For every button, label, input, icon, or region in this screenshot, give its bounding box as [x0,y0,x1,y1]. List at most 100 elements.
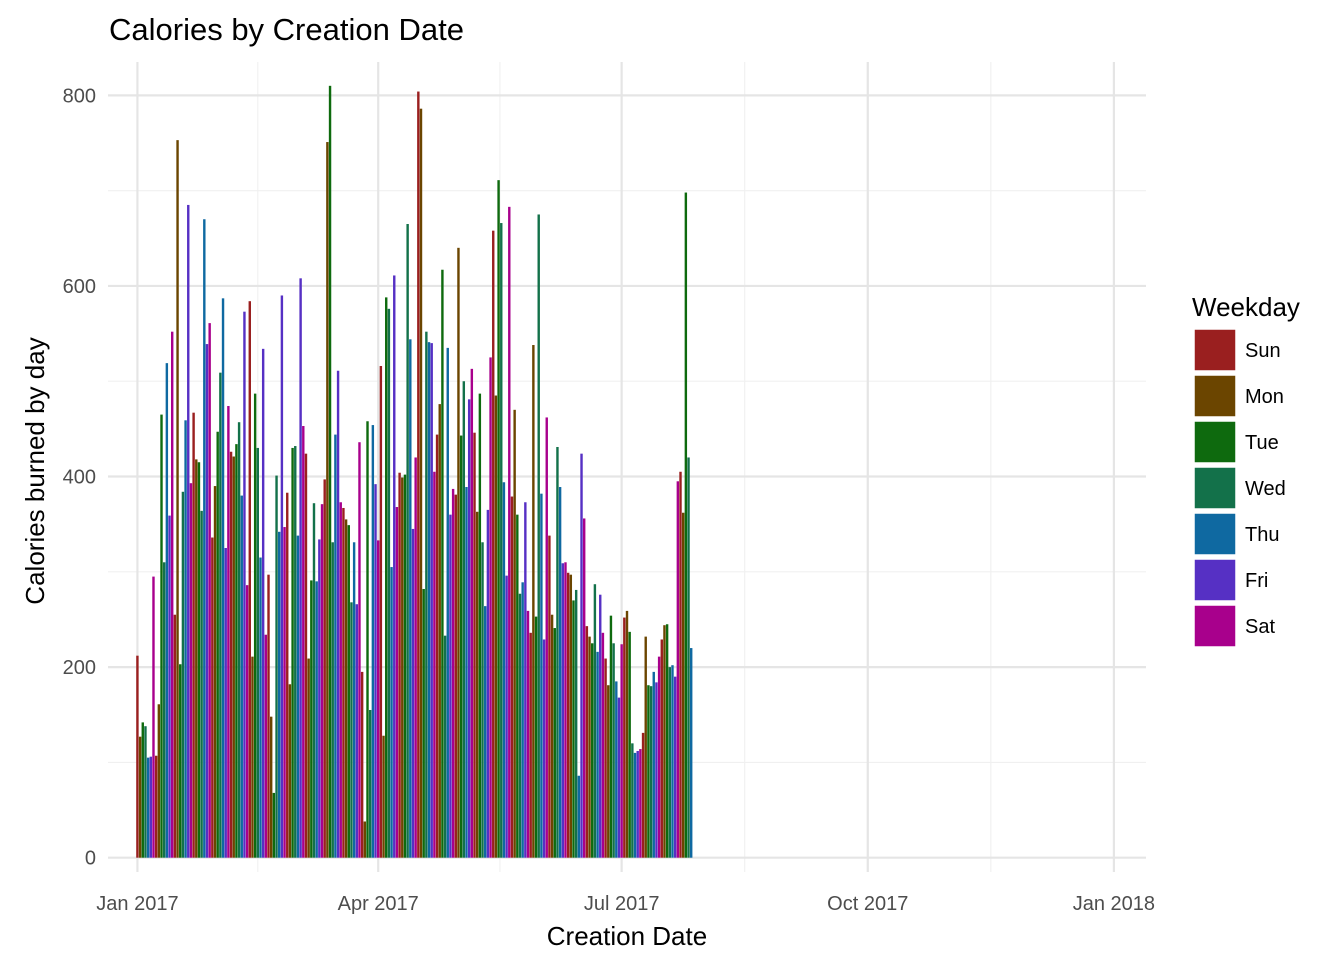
bar [371,425,375,858]
bar [617,697,621,858]
bar [631,743,634,858]
bar [352,542,356,858]
bar [227,406,230,858]
bar [149,756,153,858]
bar [681,512,685,858]
legend-key-wed [1193,466,1237,510]
bar [497,180,500,858]
bar [532,345,535,858]
bar [417,91,420,858]
bar [588,636,591,858]
bar [312,503,316,858]
bar [615,681,618,858]
bar [347,525,350,858]
bar [278,531,281,858]
bar [269,716,273,858]
bar [500,223,503,858]
bar [649,686,653,858]
legend-label-mon: Mon [1245,386,1284,408]
bar [253,393,257,858]
bar [475,511,479,858]
bar [591,643,594,858]
bar [459,435,463,858]
bar [304,453,308,858]
x-axis-title: Creation Date [547,921,707,951]
bar [513,409,516,858]
bar [572,600,575,858]
bar [256,447,260,858]
bar [152,576,155,858]
bar [368,710,372,858]
bar [146,757,150,858]
legend: Weekday Sun Mon Tue Wed Thu Fri Sat [1192,292,1300,648]
bar [633,752,637,858]
bar [187,204,190,858]
bar [644,636,647,858]
bar [160,414,163,858]
bar [548,535,551,858]
bar [382,735,385,858]
bar [173,614,177,858]
y-tick-label: 0 [85,848,96,870]
bar [315,581,318,858]
bar [574,589,578,858]
bar [641,732,645,858]
bar [344,519,348,858]
bar [510,496,514,858]
bar [355,604,359,858]
bar [181,491,185,858]
bar [219,372,222,858]
bar [657,656,661,858]
bar [197,462,201,858]
bar [542,639,546,858]
y-tick-label: 200 [63,657,96,679]
bar [668,667,672,858]
bar [665,624,669,858]
bar [518,593,522,858]
x-tick-label: Jan 2018 [1073,893,1155,915]
bar [283,527,286,858]
bar [360,671,364,858]
bar [647,685,650,858]
legend-label-tue: Tue [1245,432,1279,454]
bar [350,602,353,858]
bar [652,671,655,858]
bar [545,417,548,858]
bar [679,471,682,858]
bar [577,775,581,858]
bar [441,269,444,858]
bar [660,639,663,858]
bar [604,658,607,858]
bar [286,492,289,858]
bar [620,644,623,858]
bar [179,664,182,858]
bar [508,206,511,858]
bar [401,477,404,858]
y-tick-label: 600 [63,276,96,298]
legend-label-thu: Thu [1245,524,1279,546]
bar [320,504,324,858]
bar [288,684,292,858]
bar [566,572,570,858]
bar [612,643,615,858]
bar [157,704,161,858]
bar [165,363,169,858]
bar [385,297,388,858]
bar [237,422,241,858]
bar [457,247,460,858]
bar [446,347,449,858]
bar [336,370,340,858]
legend-key-thu [1193,512,1237,556]
bar [208,323,211,858]
bar [411,528,415,858]
legend-label-sat: Sat [1245,616,1275,638]
bar [162,562,166,858]
bar [310,580,313,858]
bar [138,736,142,858]
bar [409,339,412,858]
bar [505,575,508,858]
bar [492,230,495,858]
bar [403,474,407,858]
bar [671,665,674,858]
bar [377,540,380,858]
